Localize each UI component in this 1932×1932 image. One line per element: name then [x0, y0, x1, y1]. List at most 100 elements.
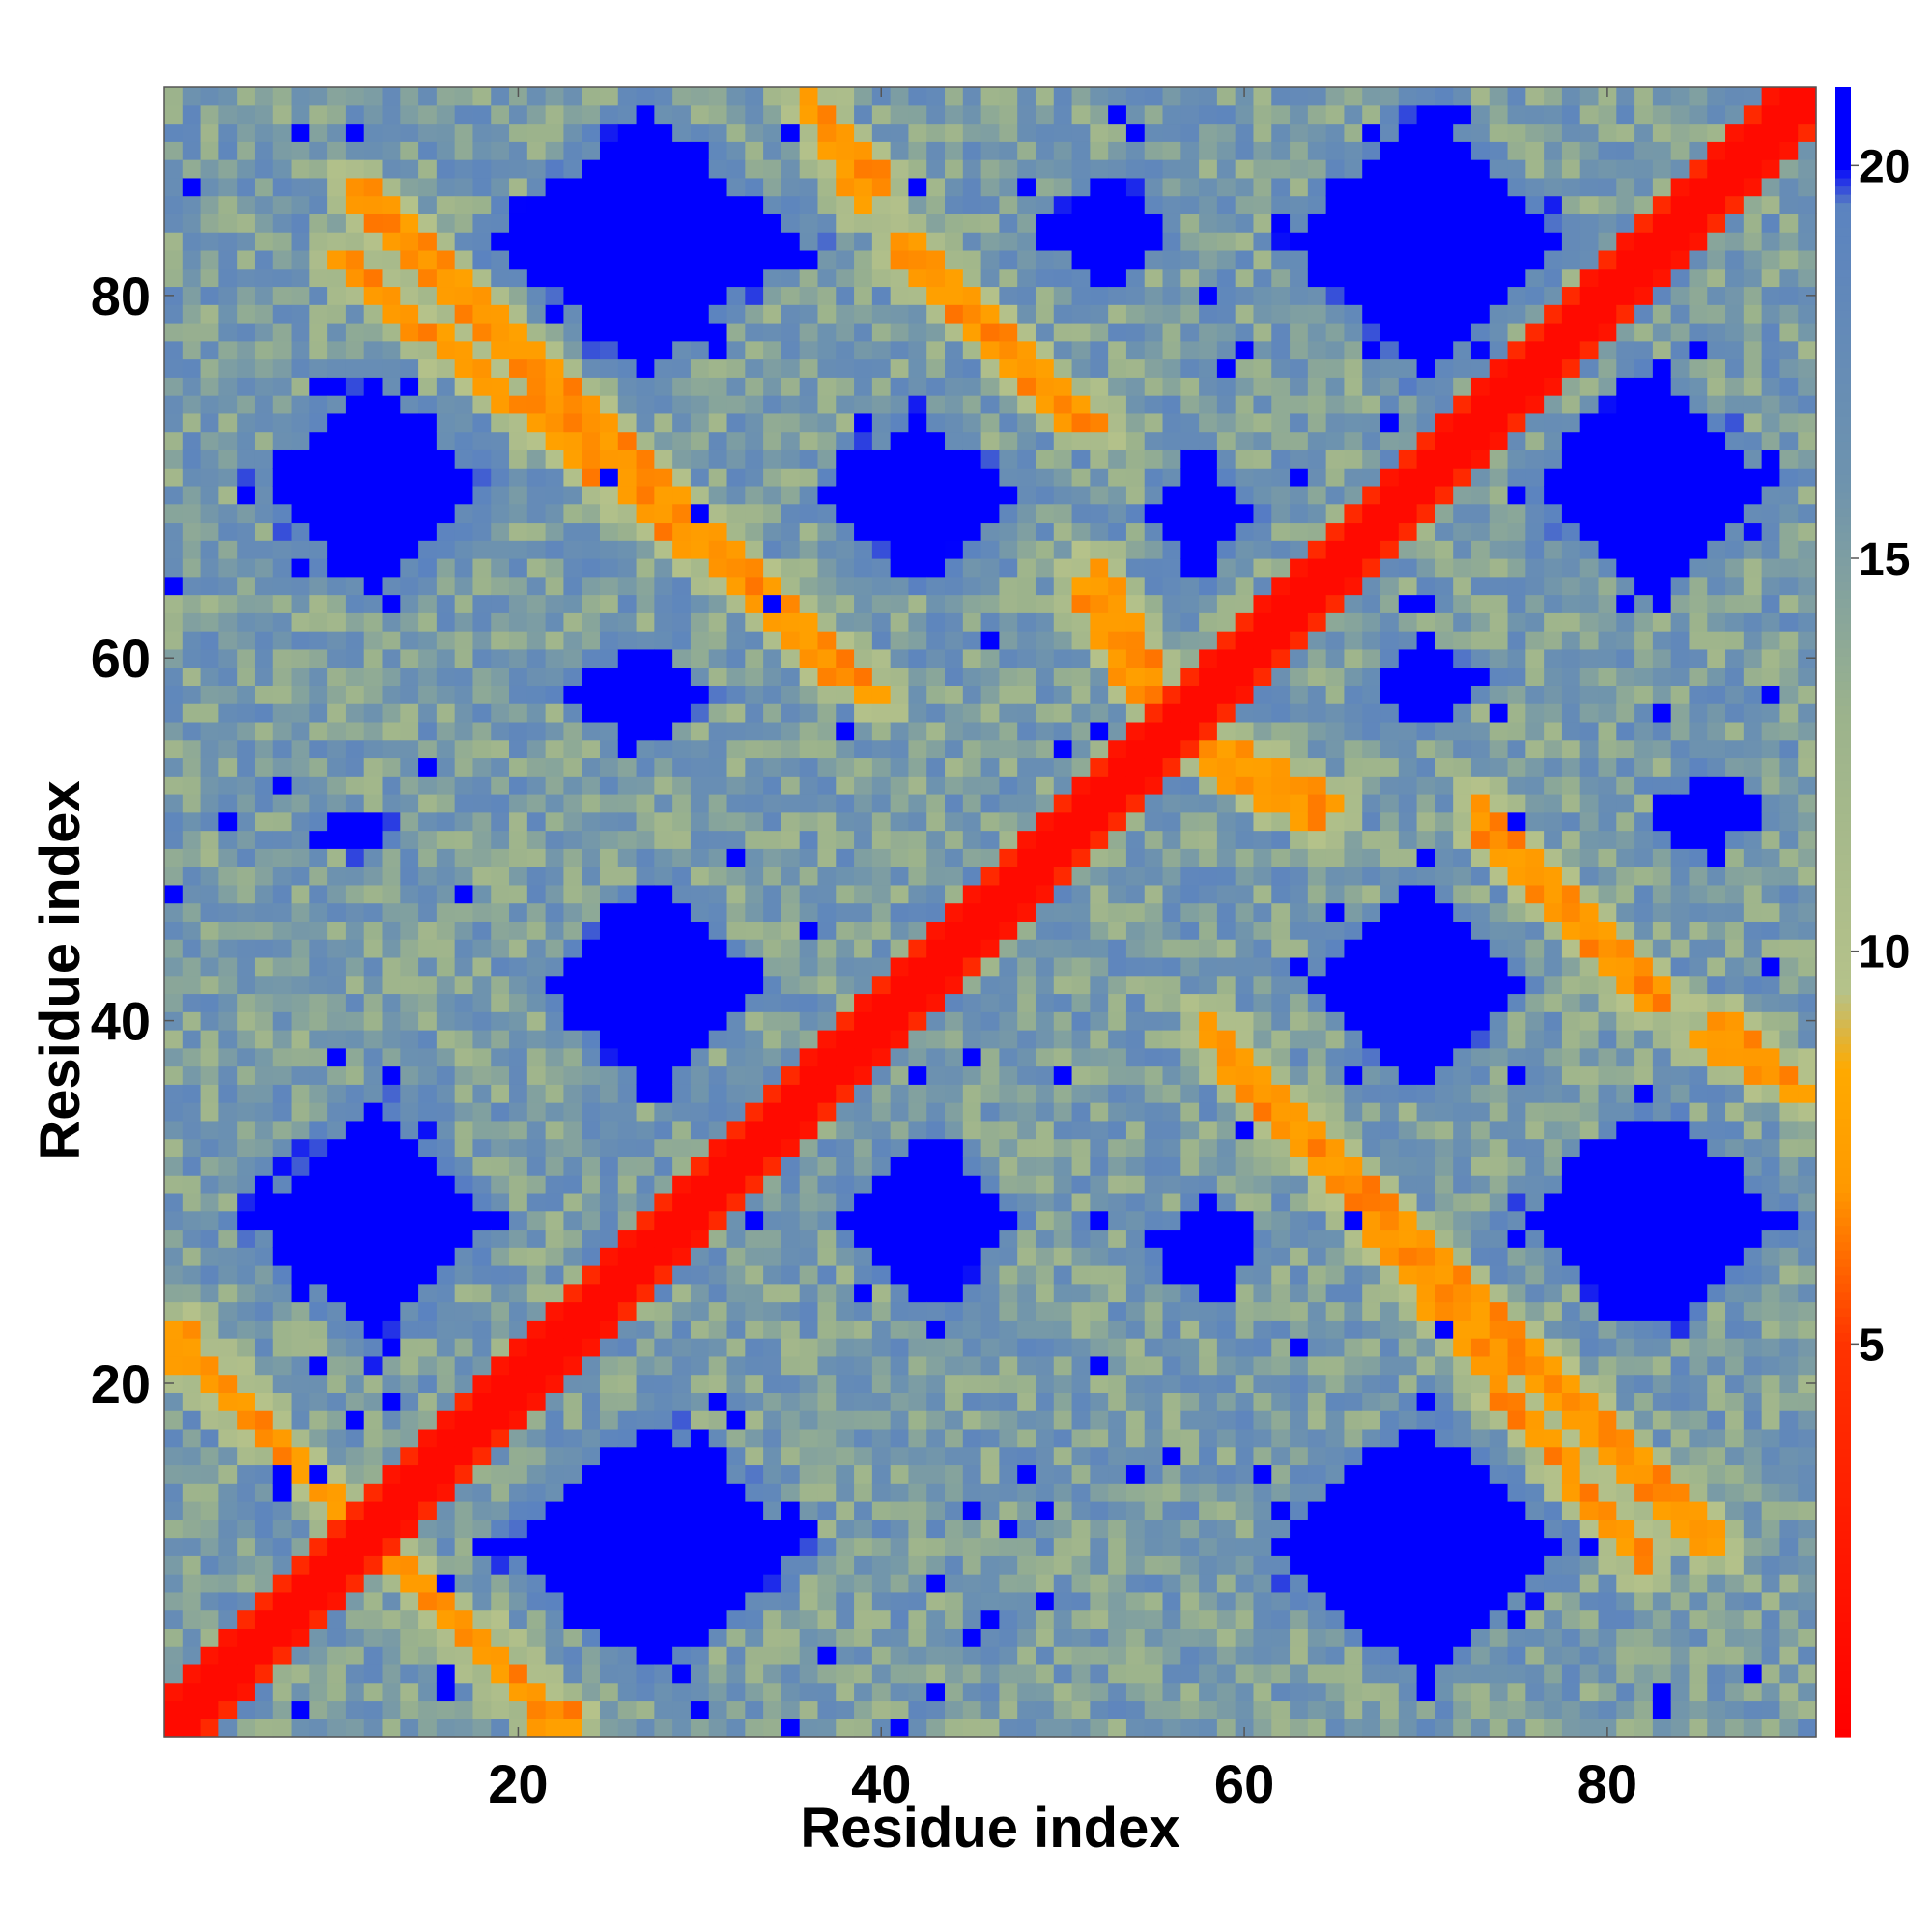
heatmap-cell	[182, 159, 202, 179]
heatmap-cell	[309, 1428, 328, 1448]
heatmap-cell	[1053, 431, 1073, 450]
heatmap-cell	[980, 1501, 1000, 1520]
heatmap-cell	[962, 848, 982, 867]
heatmap-cell	[890, 1301, 910, 1321]
heatmap-cell	[636, 648, 655, 668]
heatmap-cell	[945, 1247, 964, 1266]
heatmap-cell	[472, 776, 492, 795]
heatmap-cell	[1071, 703, 1091, 723]
heatmap-cell	[563, 811, 582, 832]
heatmap-cell	[436, 631, 456, 650]
heatmap-cell	[491, 195, 510, 214]
heatmap-cell	[509, 286, 528, 305]
heatmap-cell	[454, 721, 474, 741]
heatmap-cell	[291, 1574, 310, 1593]
heatmap-cell	[345, 1682, 365, 1702]
heatmap-cell	[291, 739, 310, 759]
heatmap-cell	[726, 939, 746, 958]
heatmap-cell	[1090, 939, 1109, 958]
heatmap-cell	[237, 1084, 256, 1103]
heatmap-cell	[617, 956, 638, 977]
heatmap-cell	[1035, 503, 1055, 524]
heatmap-cell	[781, 249, 801, 270]
heatmap-cell	[817, 1192, 837, 1212]
heatmap-cell	[237, 123, 256, 142]
heatmap-cell	[708, 195, 728, 214]
heatmap-cell	[1035, 304, 1055, 324]
heatmap-cell	[218, 177, 238, 197]
heatmap-cell	[599, 358, 619, 378]
heatmap-cell	[945, 884, 964, 904]
heatmap-cell	[218, 1047, 238, 1067]
heatmap-cell	[726, 104, 746, 125]
heatmap-cell	[817, 1446, 837, 1466]
heatmap-cell	[980, 993, 1000, 1012]
heatmap-cell	[690, 648, 710, 668]
heatmap-cell	[962, 939, 982, 958]
heatmap-cell	[345, 1065, 365, 1085]
heatmap-cell	[345, 1301, 365, 1321]
heatmap-cell	[817, 468, 837, 487]
heatmap-cell	[763, 395, 782, 414]
heatmap-cell	[272, 323, 293, 342]
heatmap-cell	[599, 395, 619, 414]
heatmap-cell	[617, 1210, 638, 1231]
heatmap-cell	[454, 1047, 474, 1067]
heatmap-cell	[491, 685, 510, 704]
heatmap-cell	[582, 776, 601, 795]
heatmap-cell	[763, 776, 782, 795]
heatmap-cell	[582, 1628, 601, 1647]
heatmap-cell	[690, 449, 710, 469]
heatmap-cell	[763, 1210, 782, 1231]
heatmap-cell	[345, 757, 365, 777]
heatmap-cell	[182, 757, 202, 777]
heatmap-cell	[745, 1464, 764, 1484]
heatmap-cell	[1071, 685, 1091, 704]
heatmap-cell	[200, 1374, 219, 1393]
heatmap-cell	[1035, 939, 1055, 958]
heatmap-cell	[1017, 776, 1037, 795]
heatmap-cell	[617, 1338, 638, 1357]
heatmap-cell	[781, 377, 801, 396]
heatmap-cell	[436, 1247, 456, 1266]
heatmap-cell	[1144, 902, 1164, 922]
heatmap-cell	[799, 1719, 819, 1738]
heatmap-cell	[200, 268, 219, 288]
heatmap-cell	[672, 1192, 692, 1212]
heatmap-cell	[218, 268, 238, 288]
heatmap-cell	[382, 141, 401, 160]
heatmap-cell	[654, 1120, 673, 1140]
heatmap-cell	[926, 1628, 946, 1647]
heatmap-cell	[254, 141, 274, 160]
heatmap-cell	[164, 1682, 184, 1702]
heatmap-cell	[382, 794, 401, 813]
heatmap-cell	[363, 1320, 384, 1339]
heatmap-cell	[617, 232, 638, 251]
heatmap-cell	[164, 1175, 184, 1194]
heatmap-cell	[1035, 1355, 1055, 1376]
heatmap-cell	[309, 1464, 328, 1484]
heatmap-cell	[890, 576, 910, 596]
heatmap-cell	[1108, 522, 1127, 541]
heatmap-cell	[182, 395, 202, 414]
heatmap-cell	[472, 485, 492, 505]
heatmap-cell	[254, 1719, 274, 1738]
heatmap-cell	[254, 685, 274, 704]
heatmap-cell	[254, 485, 274, 505]
heatmap-cell	[272, 757, 293, 777]
heatmap-cell	[436, 685, 456, 704]
heatmap-cell	[763, 340, 782, 360]
heatmap-cell	[763, 576, 782, 596]
heatmap-cell	[182, 268, 202, 288]
heatmap-cell	[237, 867, 256, 886]
heatmap-cell	[599, 87, 619, 106]
heatmap-cell	[926, 1156, 946, 1176]
heatmap-cell	[854, 975, 873, 995]
heatmap-cell	[854, 1537, 873, 1556]
heatmap-cell	[599, 1628, 619, 1647]
heatmap-cell	[309, 1646, 328, 1665]
heatmap-cell	[708, 902, 728, 922]
heatmap-cell	[309, 1084, 328, 1103]
heatmap-cell	[291, 323, 310, 342]
heatmap-cell	[1090, 1682, 1109, 1702]
